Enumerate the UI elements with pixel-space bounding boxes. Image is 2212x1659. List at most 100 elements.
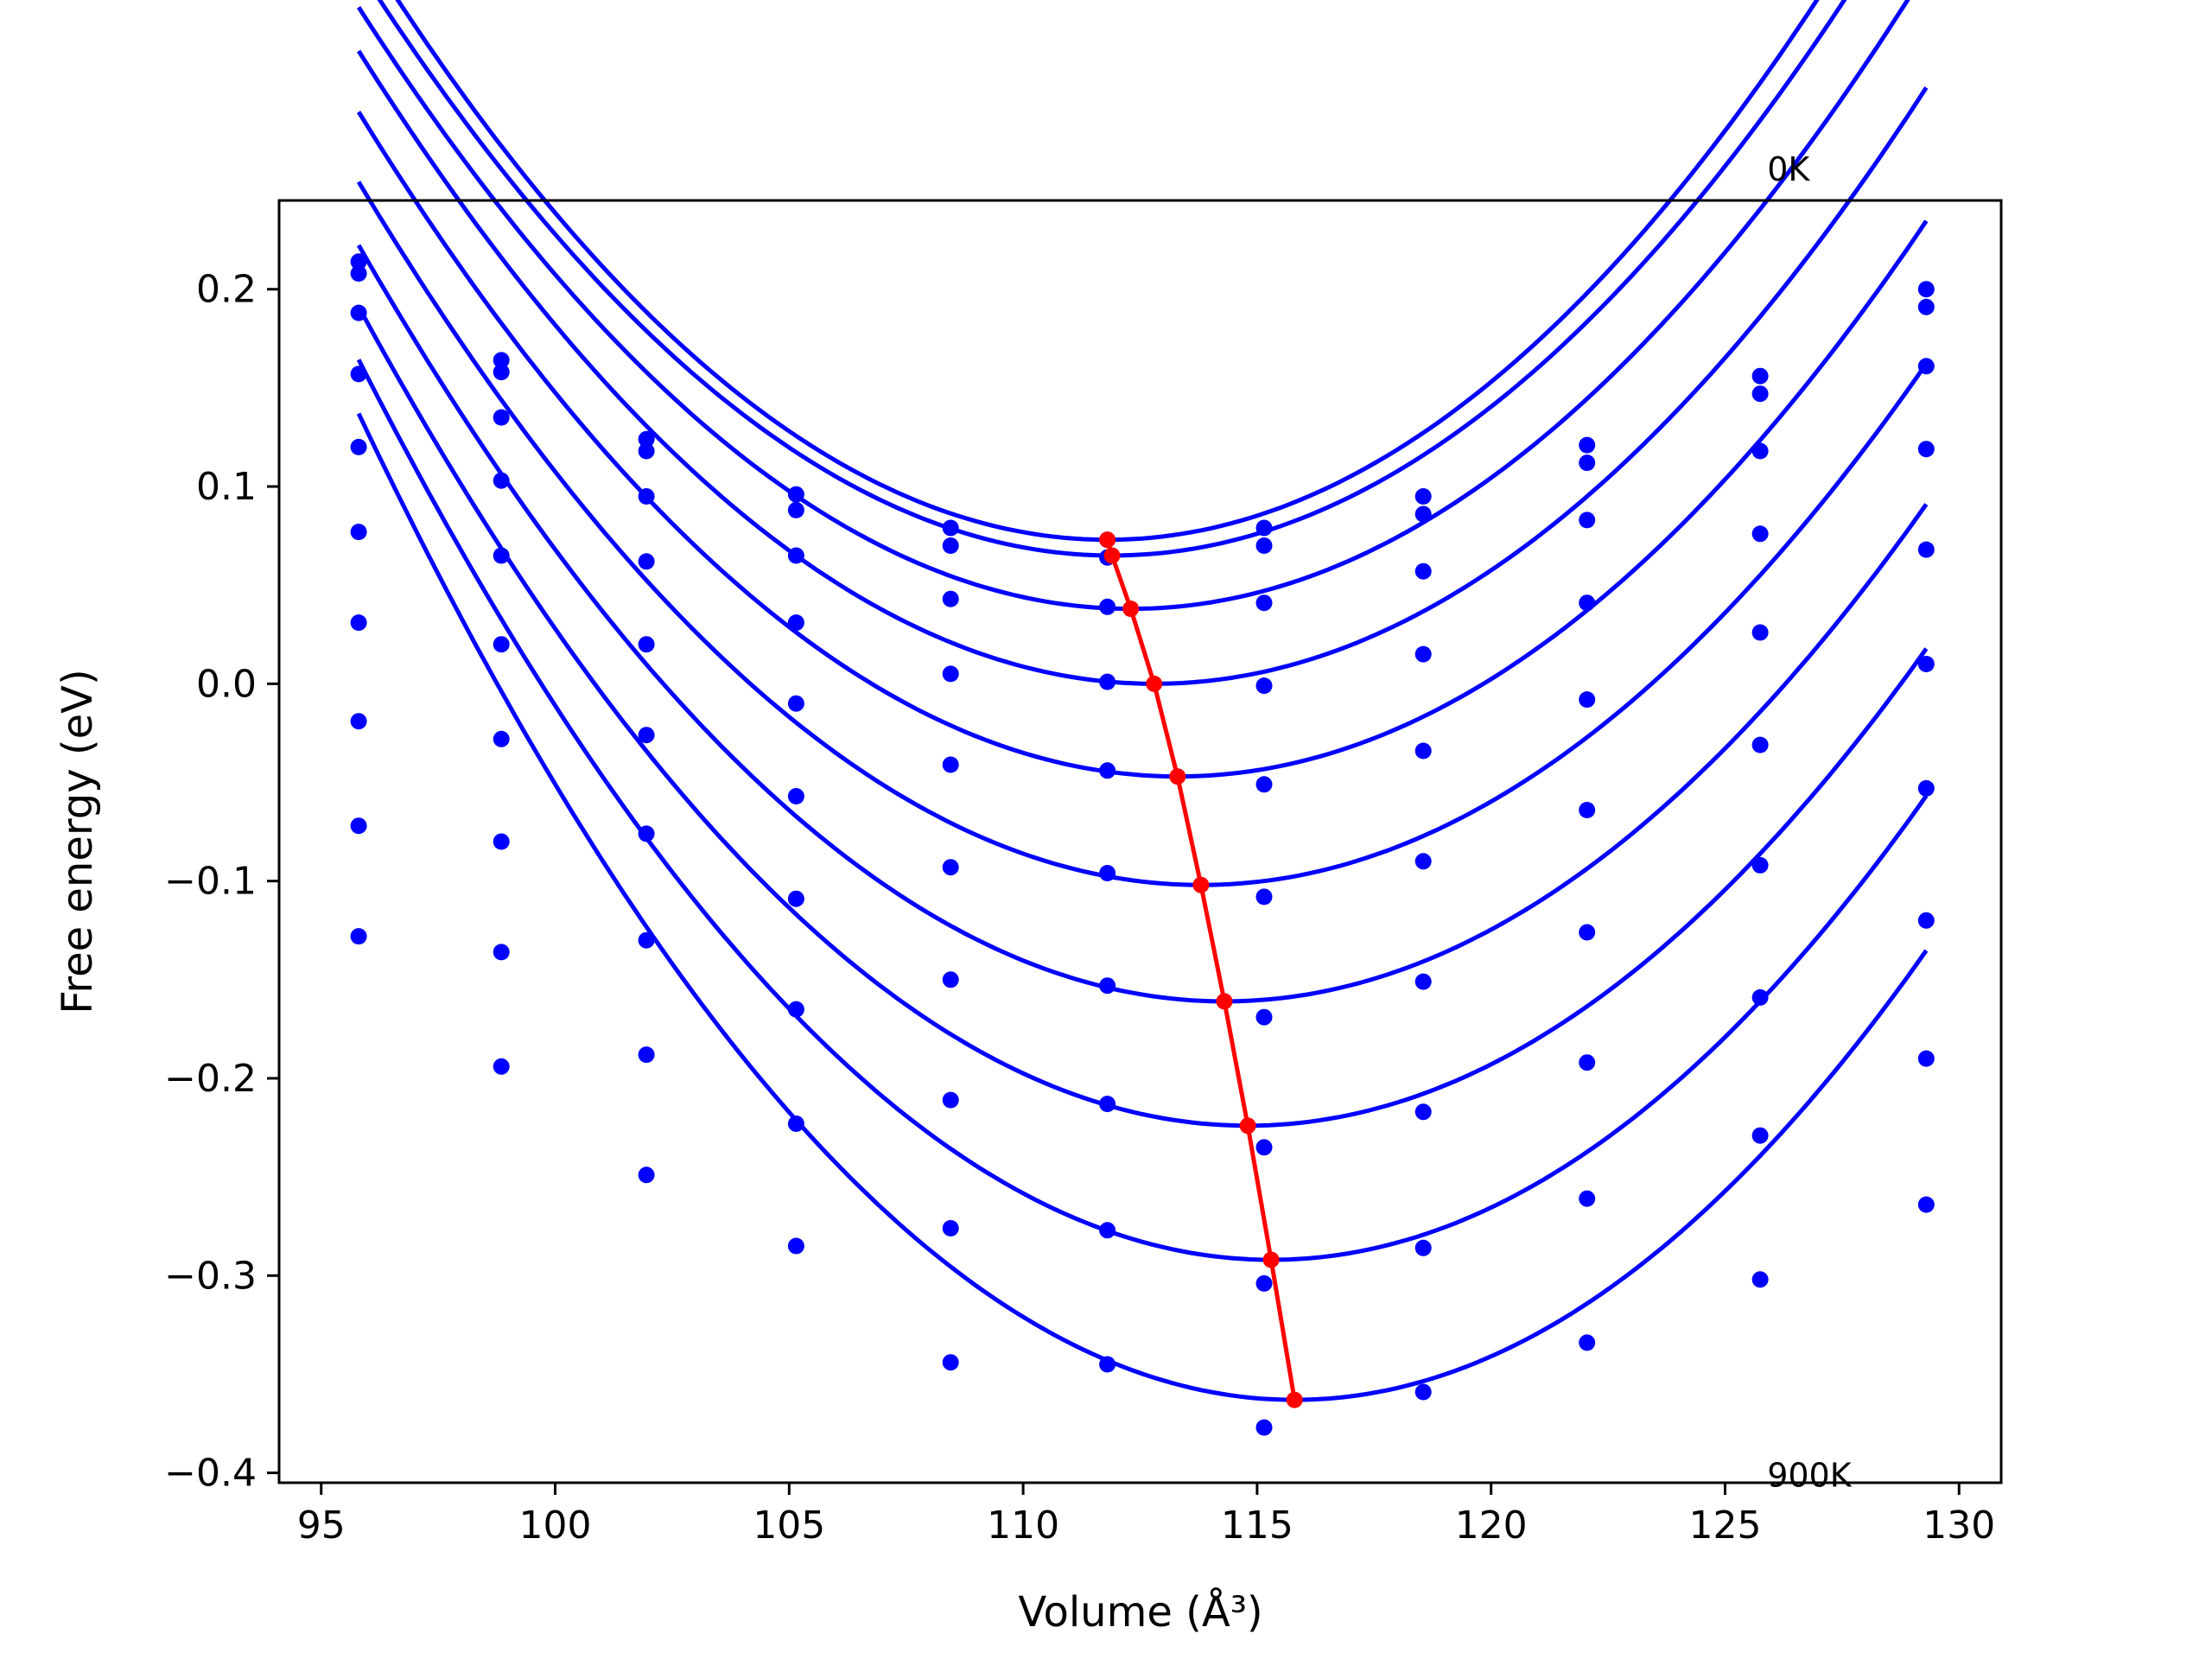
data-point-9-3 [787,1237,804,1255]
data-point-6-5 [1099,977,1116,995]
data-point-8-1 [493,944,510,961]
data-point-1-3 [787,501,804,518]
data-point-6-0 [350,614,367,632]
data-point-1-9 [1751,385,1769,403]
data-point-6-10 [1917,779,1935,797]
minimum-point-5 [1192,876,1210,893]
y-tick-label-3: −0.1 [164,860,257,904]
data-point-4-7 [1414,742,1432,760]
fit-curve-5 [356,181,1929,887]
x-tick-label-0: 95 [297,1503,346,1548]
data-point-2-7 [1414,563,1432,580]
data-point-7-5 [1099,1096,1116,1113]
data-point-7-8 [1579,1054,1596,1071]
fit-curve-0 [395,0,1820,543]
data-point-7-10 [1917,912,1935,929]
y-tick-label-1: −0.3 [164,1254,257,1298]
minimum-point-2 [1122,601,1140,618]
minima-line [1105,538,1297,1401]
data-point-3-8 [1579,594,1596,612]
data-point-4-0 [350,438,367,455]
data-point-5-1 [493,636,510,653]
fit-curve-6 [356,244,1929,1004]
fit-curve-2 [356,0,1910,612]
data-point-0-1 [493,352,510,369]
data-point-8-5 [1099,1222,1116,1239]
data-point-6-8 [1579,924,1596,941]
data-point-5-4 [942,859,959,876]
data-point-2-3 [787,547,804,564]
data-point-6-2 [638,825,655,842]
minimum-point-1 [1103,547,1121,564]
data-point-9-6 [1255,1419,1273,1436]
data-point-2-5 [1099,598,1116,615]
data-point-5-9 [1751,736,1769,753]
data-point-6-7 [1414,973,1432,990]
data-point-3-6 [1255,677,1273,695]
data-point-5-3 [787,788,804,804]
x-tick-label-7: 130 [1923,1503,1995,1548]
data-point-8-0 [350,817,367,835]
annotation-0: 0K [1767,150,1810,188]
data-point-9-0 [350,928,367,945]
data-point-0-3 [787,486,804,503]
y-tick-label-6: 0.2 [196,268,257,312]
data-point-4-5 [1099,762,1116,779]
data-point-4-9 [1751,624,1769,641]
data-point-9-2 [638,1166,655,1184]
data-point-9-8 [1579,1334,1596,1351]
data-point-8-10 [1917,1050,1935,1067]
data-point-5-2 [638,727,655,744]
data-point-2-1 [493,409,510,426]
data-point-1-6 [1255,537,1273,554]
data-point-6-3 [787,890,804,907]
data-point-8-7 [1414,1239,1432,1256]
y-tick-label-0: −0.4 [164,1452,257,1496]
data-point-6-4 [942,971,959,988]
data-point-1-4 [942,537,959,554]
data-point-3-3 [787,614,804,632]
data-point-3-7 [1414,645,1432,663]
data-point-0-4 [942,519,959,537]
data-point-3-0 [350,365,367,383]
data-point-4-3 [787,695,804,712]
data-point-1-2 [638,442,655,460]
data-point-9-4 [942,1354,959,1371]
fit-curve-8 [356,359,1929,1262]
data-point-7-4 [942,1091,959,1109]
data-point-7-3 [787,1001,804,1018]
data-point-4-6 [1255,776,1273,793]
data-point-0-2 [638,430,655,448]
data-point-1-0 [350,265,367,282]
minimum-point-8 [1262,1251,1280,1268]
data-point-5-8 [1579,802,1596,818]
data-point-7-6 [1255,1139,1273,1156]
data-point-8-2 [638,1046,655,1064]
data-point-8-3 [787,1116,804,1132]
data-point-2-2 [638,488,655,505]
data-point-0-6 [1255,519,1273,537]
data-point-9-1 [493,1058,510,1075]
data-point-6-1 [493,730,510,747]
x-tick-label-6: 125 [1688,1503,1761,1548]
data-point-2-0 [350,304,367,321]
data-point-2-4 [942,590,959,607]
x-axis-ticks: 95 100 105 110 115 120 125 130 [297,1483,1995,1548]
data-point-6-6 [1255,1008,1273,1026]
data-point-8-4 [942,1220,959,1236]
data-point-2-10 [1917,358,1935,375]
data-point-9-5 [1099,1356,1116,1373]
data-point-5-0 [350,524,367,541]
data-point-2-9 [1751,442,1769,460]
data-point-0-9 [1751,367,1769,385]
fit-curve-1 [377,0,1847,558]
data-point-4-2 [638,636,655,653]
data-point-3-1 [493,472,510,489]
data-point-2-6 [1255,594,1273,612]
data-point-4-4 [942,756,959,773]
data-point-0-10 [1917,281,1935,298]
axes-frame [277,199,2003,1484]
data-point-3-9 [1751,525,1769,543]
data-point-1-10 [1917,298,1935,315]
data-point-7-1 [493,833,510,850]
